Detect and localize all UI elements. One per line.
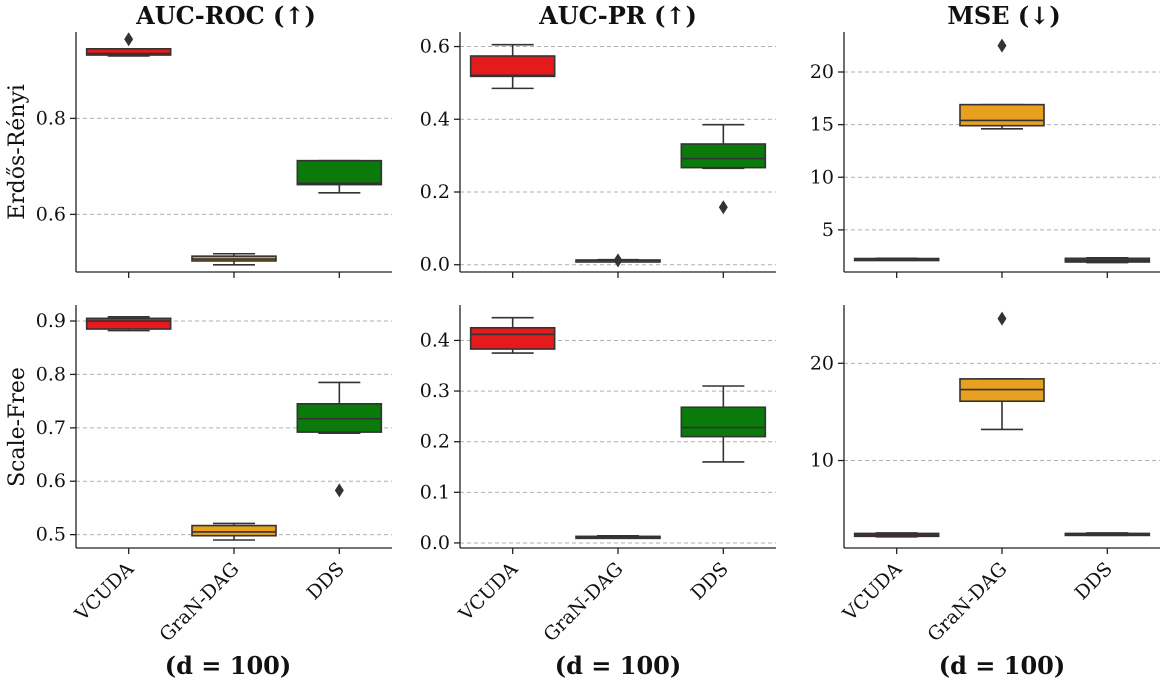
y-tick-label: 0.6 <box>36 470 66 492</box>
y-tick-label: 0.3 <box>420 380 450 402</box>
box-dds <box>296 403 383 433</box>
x-tick-label-gran-dag: GraN-DAG <box>155 558 243 646</box>
y-tick-label: 0.6 <box>420 36 450 58</box>
x-tick-label-gran-dag: GraN-DAG <box>923 558 1011 646</box>
y-tick-label: 10 <box>810 166 834 188</box>
box-gran-dag <box>959 103 1045 127</box>
row-label-scale-free: Scale-Free <box>5 367 30 487</box>
x-tick-label-dds: DDS <box>303 558 349 604</box>
y-tick-label: 0.2 <box>420 431 450 453</box>
box-vcuda <box>469 326 556 350</box>
y-tick-label: 0.4 <box>420 108 450 130</box>
x-label-col2: (d = 100) <box>555 651 681 680</box>
box-vcuda <box>85 317 172 330</box>
x-tick-label-gran-dag: GraN-DAG <box>539 558 627 646</box>
x-label-col3: (d = 100) <box>939 651 1065 680</box>
panel-0-0: 0.6 0.8 <box>36 32 392 278</box>
y-tick-label: 0.6 <box>36 203 66 225</box>
box-gran-dag <box>191 524 277 537</box>
outlier-vcuda <box>124 32 134 47</box>
y-tick-label: 0.7 <box>36 417 66 439</box>
y-tick-label: 0.0 <box>420 254 450 276</box>
y-tick-label: 0.4 <box>420 329 450 351</box>
y-tick-label: 0.9 <box>36 310 66 332</box>
col-title-mse: MSE (↓) <box>947 1 1060 30</box>
panel-1-0: 0.5 0.6 0.7 0.8 0.9 VCUDA GraN-DAG DDS <box>36 305 392 646</box>
x-tick-label-vcuda: VCUDA <box>838 558 906 626</box>
outlier-dds <box>718 200 728 215</box>
panel-0-2: 5 10 15 20 <box>810 32 1160 278</box>
col-title-auc-pr: AUC-PR (↑) <box>538 1 697 30</box>
y-tick-label: 10 <box>810 450 834 472</box>
outlier-gran-dag <box>997 38 1007 53</box>
outlier-gran-dag <box>997 311 1007 326</box>
x-tick-label-dds: DDS <box>687 558 733 604</box>
panel-1-2: 10 20 VCUDA GraN-DAG DDS <box>810 305 1160 646</box>
box-vcuda <box>85 47 172 56</box>
y-tick-label: 15 <box>810 114 834 136</box>
outlier-dds <box>334 483 344 498</box>
x-tick-label-vcuda: VCUDA <box>70 558 138 626</box>
x-tick-label-dds: DDS <box>1071 558 1117 604</box>
y-tick-label: 0.1 <box>420 481 450 503</box>
y-tick-label: 0.0 <box>420 532 450 554</box>
panels: 0.6 0.8 0.0 0.2 0.4 0.6 5 10 15 20 0.5 0.6 0.7 0.8 0.9… <box>36 32 1160 646</box>
outlier-gran-dag <box>613 253 623 268</box>
y-tick-label: 20 <box>810 61 834 83</box>
y-tick-label: 0.5 <box>36 524 66 546</box>
row-label-erdos-renyi: Erdős-Rényi <box>5 84 30 220</box>
x-label-col1: (d = 100) <box>165 651 291 680</box>
y-tick-label: 0.8 <box>36 363 66 385</box>
col-title-auc-roc: AUC-ROC (↑) <box>135 1 316 30</box>
box-vcuda <box>469 55 556 78</box>
panel-1-1: 0.0 0.1 0.2 0.3 0.4 VCUDA GraN-DAG DDS <box>420 305 776 646</box>
y-tick-label: 0.8 <box>36 107 66 129</box>
box-dds <box>680 143 767 169</box>
box-dds <box>680 406 767 438</box>
y-tick-label: 20 <box>810 352 834 374</box>
panel-0-1: 0.0 0.2 0.4 0.6 <box>420 32 776 278</box>
box-dds <box>296 159 383 186</box>
x-tick-label-vcuda: VCUDA <box>454 558 522 626</box>
y-tick-label: 5 <box>822 219 834 241</box>
y-tick-label: 0.2 <box>420 181 450 203</box>
